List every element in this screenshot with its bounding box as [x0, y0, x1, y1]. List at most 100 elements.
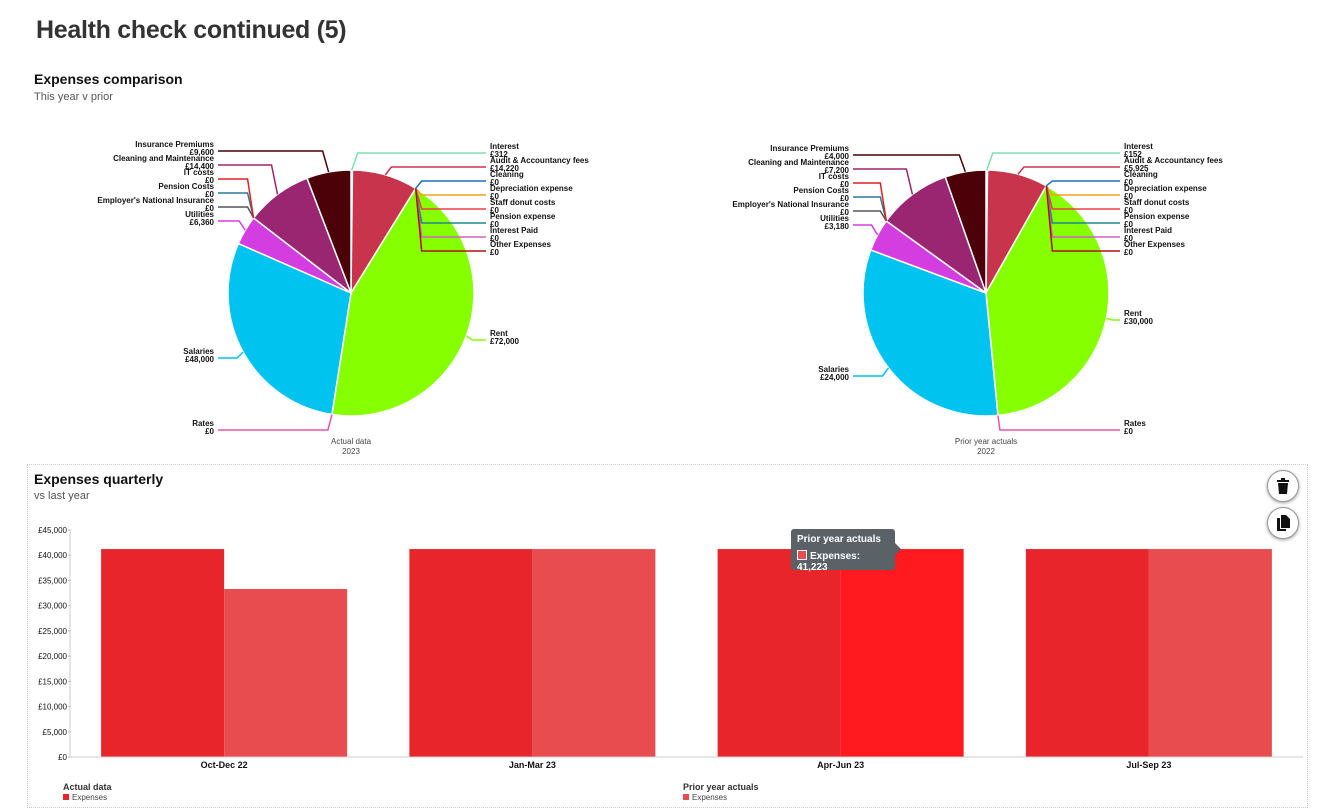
pie-leader-line: [415, 180, 486, 189]
pie-label: Cleaning and Maintenance: [748, 158, 849, 167]
pie-label: Staff donut costs: [490, 198, 556, 207]
pie-value-label: £72,000: [490, 337, 519, 346]
y-tick-label: £15,000: [38, 677, 67, 686]
pie-label: Rent: [490, 329, 508, 338]
pie-value-label: £14,220: [490, 164, 519, 173]
y-tick-label: £45,000: [38, 526, 67, 535]
pie-leader-line: [351, 152, 486, 171]
pie-value-label: £5,925: [1124, 164, 1149, 173]
pie-leader-line: [997, 415, 1120, 431]
legend-prior[interactable]: Prior year actuals Expenses: [683, 782, 759, 802]
pie-leader-line: [414, 188, 486, 210]
pie-value-label: £30,000: [1124, 317, 1153, 326]
pie-value-label: £4,000: [825, 152, 850, 161]
x-tick-label: Jan-Mar 23: [509, 760, 556, 770]
expenses-comparison-title: Expenses comparison: [34, 71, 183, 87]
pie-label: Employer's National Insurance: [97, 196, 214, 205]
legend-item: Expenses: [692, 793, 728, 802]
bar: [224, 589, 348, 757]
pie-value-label: £0: [840, 194, 849, 203]
pie-value-label: £0: [1124, 220, 1133, 229]
pie-value-label: £312: [490, 150, 508, 159]
x-tick-label: Jul-Sep 23: [1126, 760, 1171, 770]
legend-title: Actual data: [63, 782, 112, 792]
y-tick-label: £30,000: [38, 602, 67, 611]
pie-label: Rates: [192, 419, 214, 428]
pie-slice: [306, 169, 352, 294]
pie-value-label: £6,360: [190, 218, 215, 227]
y-tick-label: £0: [58, 753, 67, 762]
pie-leader-line: [1106, 317, 1120, 321]
legend-title: Prior year actuals: [683, 782, 759, 792]
pie-value-label: £0: [840, 208, 849, 217]
y-tick-label: £35,000: [38, 576, 67, 585]
pie-caption-year: 2023: [342, 447, 360, 456]
pie-leader-line: [1045, 185, 1120, 196]
pie-value-label: £0: [490, 192, 499, 201]
pie-label: Audit & Accountancy fees: [1124, 156, 1223, 165]
y-tick-label: £10,000: [38, 703, 67, 712]
bar: [1148, 549, 1272, 757]
pie-label: Interest Paid: [490, 226, 538, 235]
pie-slice: [227, 242, 352, 416]
page-title: Health check continued (5): [36, 16, 347, 44]
pie-value-label: £0: [1124, 192, 1133, 201]
pie-slice: [331, 187, 475, 417]
legend-swatch: [63, 794, 69, 800]
pie-leader-line: [218, 178, 255, 219]
pie-leader-line: [415, 187, 486, 196]
duplicate-button[interactable]: [1267, 507, 1299, 539]
pie-leader-line: [986, 152, 1120, 171]
pie-value-label: £0: [490, 234, 499, 243]
pie-label: Cleaning: [490, 170, 524, 179]
pie-label: Employer's National Insurance: [732, 200, 849, 209]
pie-leader-line: [218, 414, 333, 431]
pie-label: Pension expense: [490, 212, 556, 221]
pie-slice: [885, 175, 988, 296]
pie-leader-line: [465, 335, 486, 341]
pie-leader-line: [853, 367, 890, 377]
pie-value-label: £0: [1124, 206, 1133, 215]
pie-slice: [944, 169, 987, 294]
bar: [532, 549, 656, 757]
pie-label: Interest Paid: [1124, 226, 1172, 235]
pie-leader-line: [218, 206, 255, 219]
duplicate-icon: [1277, 515, 1290, 531]
tooltip-swatch: [797, 550, 807, 560]
pie-label: Interest: [1124, 142, 1153, 151]
pie-caption: Actual data: [331, 437, 372, 446]
pie-label: IT costs: [184, 168, 215, 177]
pie-leader-line: [218, 150, 330, 173]
pie-value-label: £7,200: [825, 166, 850, 175]
pie-value-label: £24,000: [820, 373, 849, 382]
legend-actual[interactable]: Actual data Expenses: [63, 782, 112, 802]
pie-value-label: £0: [205, 190, 214, 199]
pie-value-label: £0: [205, 427, 214, 436]
legend-swatch: [683, 794, 689, 800]
pie-caption-year: 2022: [977, 447, 995, 456]
expenses-comparison-subtitle: This year v prior: [34, 91, 113, 103]
pie-value-label: £0: [1124, 248, 1133, 257]
pie-leader-line: [384, 166, 486, 176]
pie-label: Other Expenses: [490, 240, 551, 249]
pie-label: Salaries: [818, 365, 849, 374]
pie-value-label: £14,400: [185, 162, 214, 171]
pie-label: Rent: [1124, 309, 1142, 318]
tooltip-title: Prior year actuals: [797, 534, 881, 545]
pie-label: Interest: [490, 142, 519, 151]
x-tick-label: Apr-Jun 23: [817, 760, 864, 770]
pie-label: Utilities: [820, 214, 849, 223]
pie-leader-line: [218, 220, 246, 231]
chart-tooltip: Prior year actuals Expenses: 41,223: [791, 529, 901, 573]
y-tick-label: £5,000: [43, 728, 68, 737]
pie-caption: Prior year actuals: [955, 437, 1017, 446]
pie-leader-line: [853, 182, 888, 222]
legend-item: Expenses: [72, 793, 108, 802]
delete-button[interactable]: [1267, 470, 1299, 502]
pie-leader-line: [853, 154, 967, 173]
pie-value-label: £48,000: [185, 355, 214, 364]
pie-label: Salaries: [183, 347, 214, 356]
pie-leader-line: [218, 351, 244, 359]
